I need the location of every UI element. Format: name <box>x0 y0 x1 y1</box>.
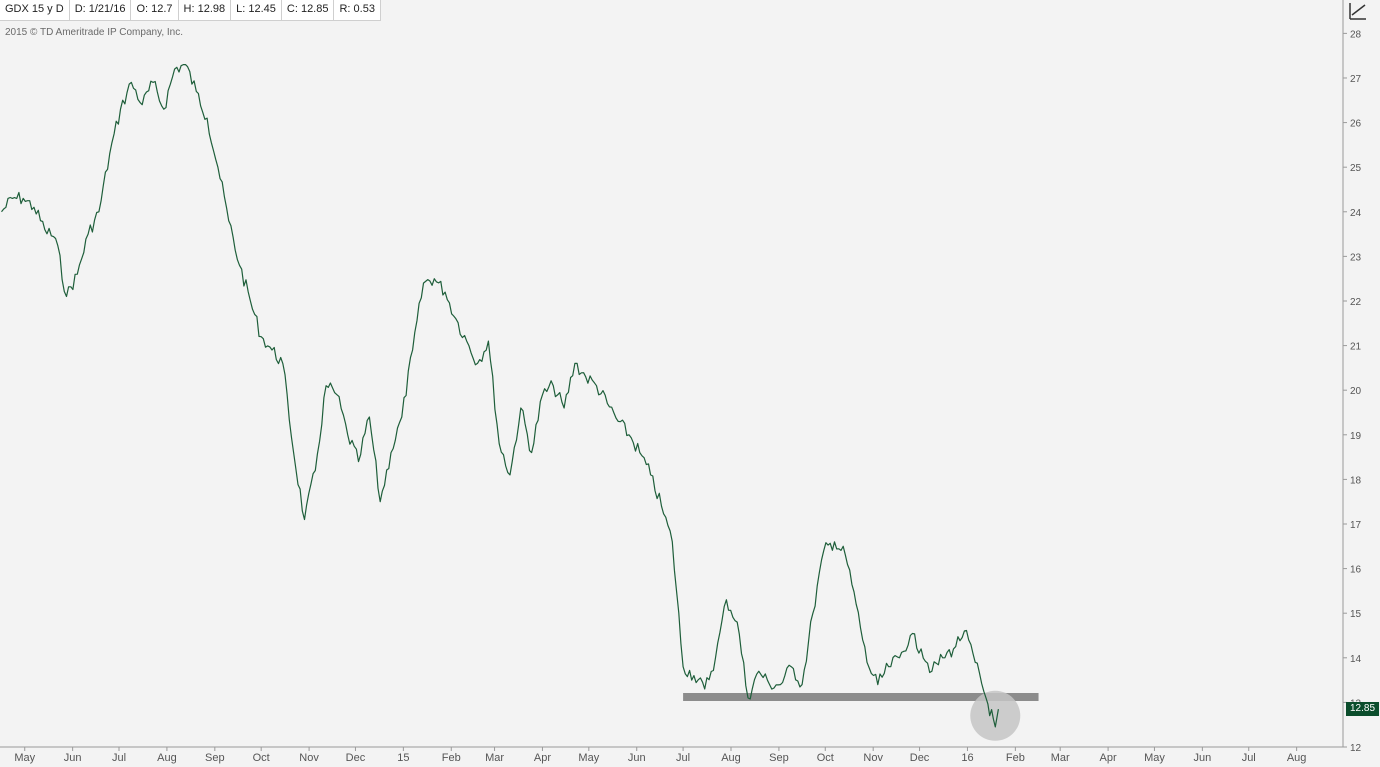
time-tick-label: May <box>578 752 599 764</box>
copyright-notice: 2015 © TD Ameritrade IP Company, Inc. <box>5 27 184 38</box>
last-price-tag: 12.85 <box>1346 702 1379 717</box>
drawing-tool-icon[interactable] <box>1349 2 1367 20</box>
time-tick-label: Jun <box>628 752 646 764</box>
time-tick-label: Aug <box>157 752 177 764</box>
price-tick-label: 12 <box>1350 743 1362 754</box>
time-tick-label: Sep <box>205 752 225 764</box>
plot-layer <box>1 63 1039 741</box>
time-tick-label: Mar <box>1051 752 1070 764</box>
high-value: H: 12.98 <box>179 0 232 20</box>
price-tick-label: 28 <box>1350 29 1362 40</box>
time-tick-label: 16 <box>961 752 973 764</box>
time-tick-label: Jul <box>676 752 690 764</box>
time-tick-label: Nov <box>299 752 319 764</box>
time-tick-label: Feb <box>442 752 461 764</box>
price-tick-label: 24 <box>1350 208 1362 219</box>
price-tick-label: 21 <box>1350 342 1362 353</box>
time-tick-label: Apr <box>534 752 551 764</box>
time-tick-label: 15 <box>397 752 409 764</box>
price-tick-label: 19 <box>1350 431 1362 442</box>
time-tick-label: Mar <box>485 752 504 764</box>
price-tick-label: 20 <box>1350 386 1362 397</box>
open-value: O: 12.7 <box>131 0 179 20</box>
time-tick-label: Jul <box>112 752 126 764</box>
price-tick-label: 26 <box>1350 119 1362 130</box>
price-tick-label: 16 <box>1350 565 1362 576</box>
time-tick-label: May <box>1144 752 1165 764</box>
time-tick-label: Jun <box>1193 752 1211 764</box>
time-axis: May Jun Jul Aug Sep Oct Nov Dec 15 Feb Mar Apr May Ju… <box>14 747 1306 764</box>
low-value: L: 12.45 <box>231 0 282 20</box>
price-tick-label: 25 <box>1350 163 1362 174</box>
time-tick-label: Oct <box>817 752 834 764</box>
date-value: D: 1/21/16 <box>70 0 132 20</box>
price-tick-label: 23 <box>1350 252 1362 263</box>
price-tick-label: 14 <box>1350 654 1362 665</box>
price-tick-label: 15 <box>1350 609 1362 620</box>
time-tick-label: Apr <box>1100 752 1117 764</box>
price-tick-label: 17 <box>1350 520 1362 531</box>
time-tick-label: Aug <box>1287 752 1307 764</box>
time-tick-label: Jul <box>1242 752 1256 764</box>
price-line[interactable] <box>1 63 999 728</box>
time-tick-label: Aug <box>721 752 741 764</box>
price-tick-label: 18 <box>1350 475 1362 486</box>
symbol-label[interactable]: GDX 15 y D <box>0 0 70 20</box>
time-tick-label: Oct <box>253 752 270 764</box>
range-value: R: 0.53 <box>334 0 381 20</box>
close-value: C: 12.85 <box>282 0 335 20</box>
price-tick-label: 22 <box>1350 297 1362 308</box>
time-tick-label: Sep <box>769 752 789 764</box>
time-tick-label: May <box>14 752 35 764</box>
time-tick-label: Dec <box>346 752 366 764</box>
quote-info-bar: GDX 15 y D D: 1/21/16 O: 12.7 H: 12.98 L… <box>0 0 381 21</box>
price-tick-label: 27 <box>1350 74 1362 85</box>
highlight-circle[interactable] <box>970 690 1021 741</box>
time-tick-label: Dec <box>910 752 930 764</box>
time-tick-label: Nov <box>863 752 883 764</box>
time-tick-label: Feb <box>1006 752 1025 764</box>
time-tick-label: Jun <box>64 752 82 764</box>
